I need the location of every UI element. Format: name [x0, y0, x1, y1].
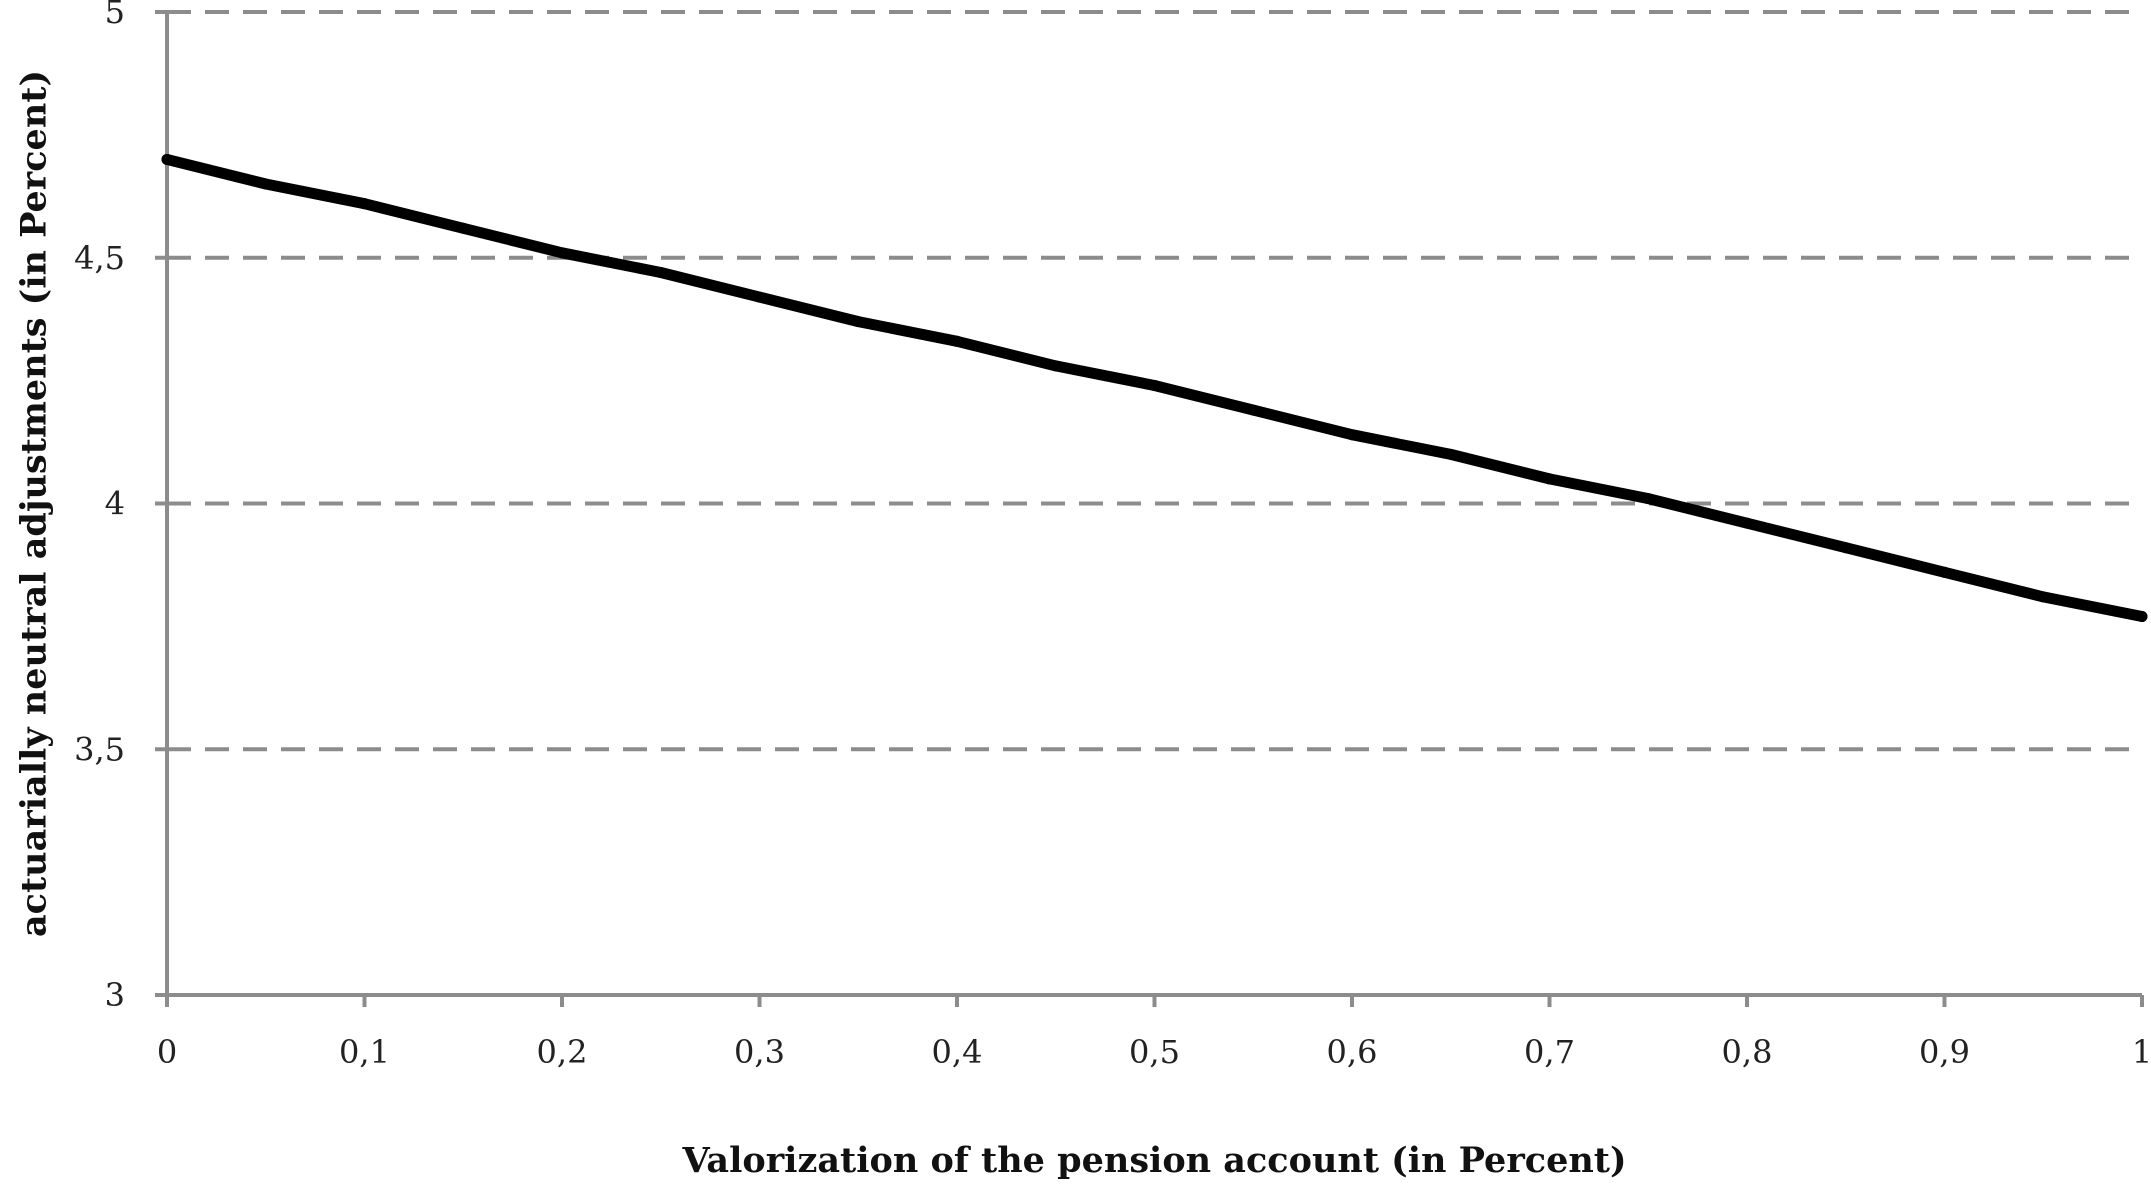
y-tick-label: 4	[105, 485, 125, 523]
data-point	[1939, 566, 1950, 578]
data-point	[260, 178, 272, 190]
tick-labels: 3 3,5 4 4,5 5 0 0,1 0,2 0,3 0,4 0,5 0,6 0,7 0,8 0,9 1	[74, 0, 2151, 1071]
data-point	[655, 266, 667, 278]
data-point	[1445, 448, 1457, 460]
x-tick-label: 0,4	[932, 1033, 983, 1071]
data-point	[951, 335, 963, 347]
data-point	[754, 291, 765, 303]
data-point	[1741, 517, 1753, 529]
x-axis-title: Valorization of the pension account (in …	[681, 1140, 1626, 1181]
y-axis-title: actuarially neutral adjustments (in Perc…	[14, 70, 55, 937]
gridlines	[167, 10, 2142, 752]
x-tick-label: 0,7	[1524, 1033, 1575, 1071]
data-point	[852, 316, 864, 328]
data-point	[457, 222, 469, 234]
x-tick-label: 0,3	[734, 1033, 785, 1071]
data-point	[556, 247, 568, 259]
data-point	[1247, 404, 1259, 416]
y-tick-label: 3,5	[74, 730, 125, 768]
x-tick-label: 0,6	[1327, 1033, 1378, 1071]
data-point	[2136, 611, 2148, 623]
y-tick-label: 5	[105, 0, 125, 31]
series-layer	[161, 153, 2148, 623]
data-point	[1544, 473, 1555, 485]
data-point	[2037, 591, 2049, 603]
data-point	[1149, 380, 1160, 392]
x-tick-label: 1	[2132, 1033, 2151, 1071]
y-tick-label: 4,5	[74, 239, 125, 277]
x-tick-label: 0,5	[1129, 1033, 1180, 1071]
x-tick-label: 0,9	[1919, 1033, 1970, 1071]
data-point	[1346, 429, 1358, 441]
data-point	[161, 153, 173, 165]
x-tick-label: 0,8	[1722, 1033, 1773, 1071]
axes	[155, 10, 2144, 1007]
data-point	[359, 198, 370, 210]
data-point	[1050, 360, 1062, 372]
x-tick-label: 0,1	[339, 1033, 390, 1071]
data-point	[1642, 493, 1654, 505]
x-tick-label: 0,2	[537, 1033, 588, 1071]
y-tick-label: 3	[105, 976, 125, 1014]
data-point	[1840, 542, 1852, 554]
x-tick-label: 0	[157, 1033, 177, 1071]
